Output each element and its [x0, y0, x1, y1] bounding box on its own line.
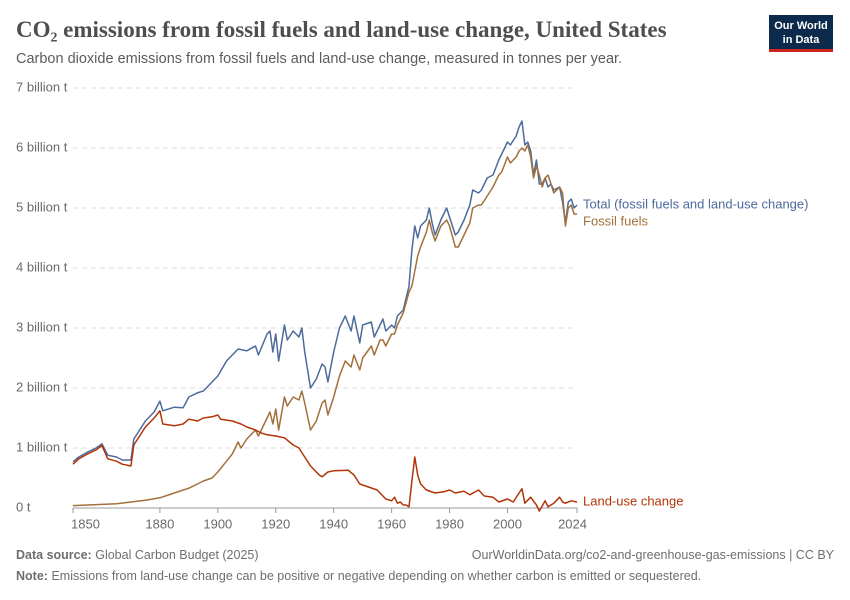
x-tick-label: 2000: [493, 516, 522, 531]
logo-stripe: [769, 49, 833, 52]
series-label: Land-use change: [583, 493, 683, 508]
note-label: Note:: [16, 569, 48, 583]
source-label: Data source:: [16, 548, 92, 562]
logo-text: in Data: [783, 34, 821, 46]
x-tick-label: 1850: [71, 516, 100, 531]
y-tick-label: 3 billion t: [16, 319, 68, 334]
chart-title: CO₂ emissions from fossil fuels and land…: [16, 17, 667, 42]
series-line: [72, 120, 578, 463]
source-url[interactable]: OurWorldinData.org/co2-and-greenhouse-ga…: [472, 548, 835, 562]
y-tick-label: 2 billion t: [16, 379, 68, 394]
y-tick-label: 0 t: [16, 499, 31, 514]
y-tick-label: 5 billion t: [16, 199, 68, 214]
logo[interactable]: Our World in Data: [769, 15, 833, 52]
series-line: [72, 410, 578, 512]
series-label: Total (fossil fuels and land-use change): [583, 196, 808, 211]
note-text: Emissions from land-use change can be po…: [51, 569, 701, 583]
x-tick-label: 1880: [145, 516, 174, 531]
source: Data source: Global Carbon Budget (2025): [16, 548, 259, 562]
x-tick-label: 1980: [435, 516, 464, 531]
series-label: Fossil fuels: [583, 213, 649, 228]
source-text: Global Carbon Budget (2025): [95, 548, 258, 562]
x-tick-label: 1900: [203, 516, 232, 531]
chart-subtitle: Carbon dioxide emissions from fossil fue…: [16, 51, 622, 67]
y-tick-label: 4 billion t: [16, 259, 68, 274]
logo-text: Our World: [774, 20, 828, 32]
x-tick-label: 1960: [377, 516, 406, 531]
series-line: [72, 144, 577, 507]
x-tick-label: 1920: [261, 516, 290, 531]
x-tick-label: 1940: [319, 516, 348, 531]
x-tick-label: 2024: [558, 516, 587, 531]
y-tick-label: 6 billion t: [16, 139, 68, 154]
y-tick-label: 7 billion t: [16, 79, 68, 94]
logo-box: [769, 15, 833, 51]
note: Note: Emissions from land-use change can…: [16, 569, 701, 583]
y-tick-label: 1 billion t: [16, 439, 68, 454]
